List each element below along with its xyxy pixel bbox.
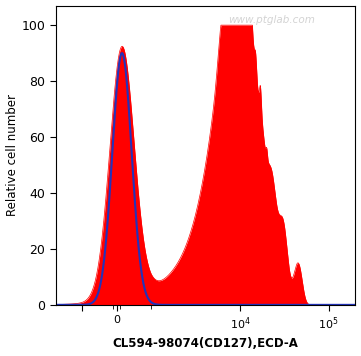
Y-axis label: Relative cell number: Relative cell number — [5, 94, 18, 216]
X-axis label: CL594-98074(CD127),ECD-A: CL594-98074(CD127),ECD-A — [113, 337, 299, 350]
Text: www.ptglab.com: www.ptglab.com — [228, 15, 315, 25]
